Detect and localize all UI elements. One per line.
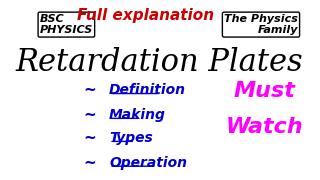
Text: Types: Types xyxy=(109,131,153,145)
Text: The Physics
Family: The Physics Family xyxy=(224,14,298,35)
Text: BSC
PHYSICS: BSC PHYSICS xyxy=(40,14,93,35)
Text: Making: Making xyxy=(109,108,166,122)
Text: Definition: Definition xyxy=(109,83,186,97)
Text: Full explanation: Full explanation xyxy=(77,8,214,23)
Text: Watch: Watch xyxy=(226,117,303,137)
Text: ~: ~ xyxy=(83,83,96,98)
Text: ~: ~ xyxy=(83,156,96,171)
Text: Retardation Plates: Retardation Plates xyxy=(15,48,303,78)
Text: Must: Must xyxy=(234,81,296,101)
Text: ~: ~ xyxy=(83,131,96,146)
Text: Operation: Operation xyxy=(109,156,187,170)
Text: ~: ~ xyxy=(83,108,96,123)
